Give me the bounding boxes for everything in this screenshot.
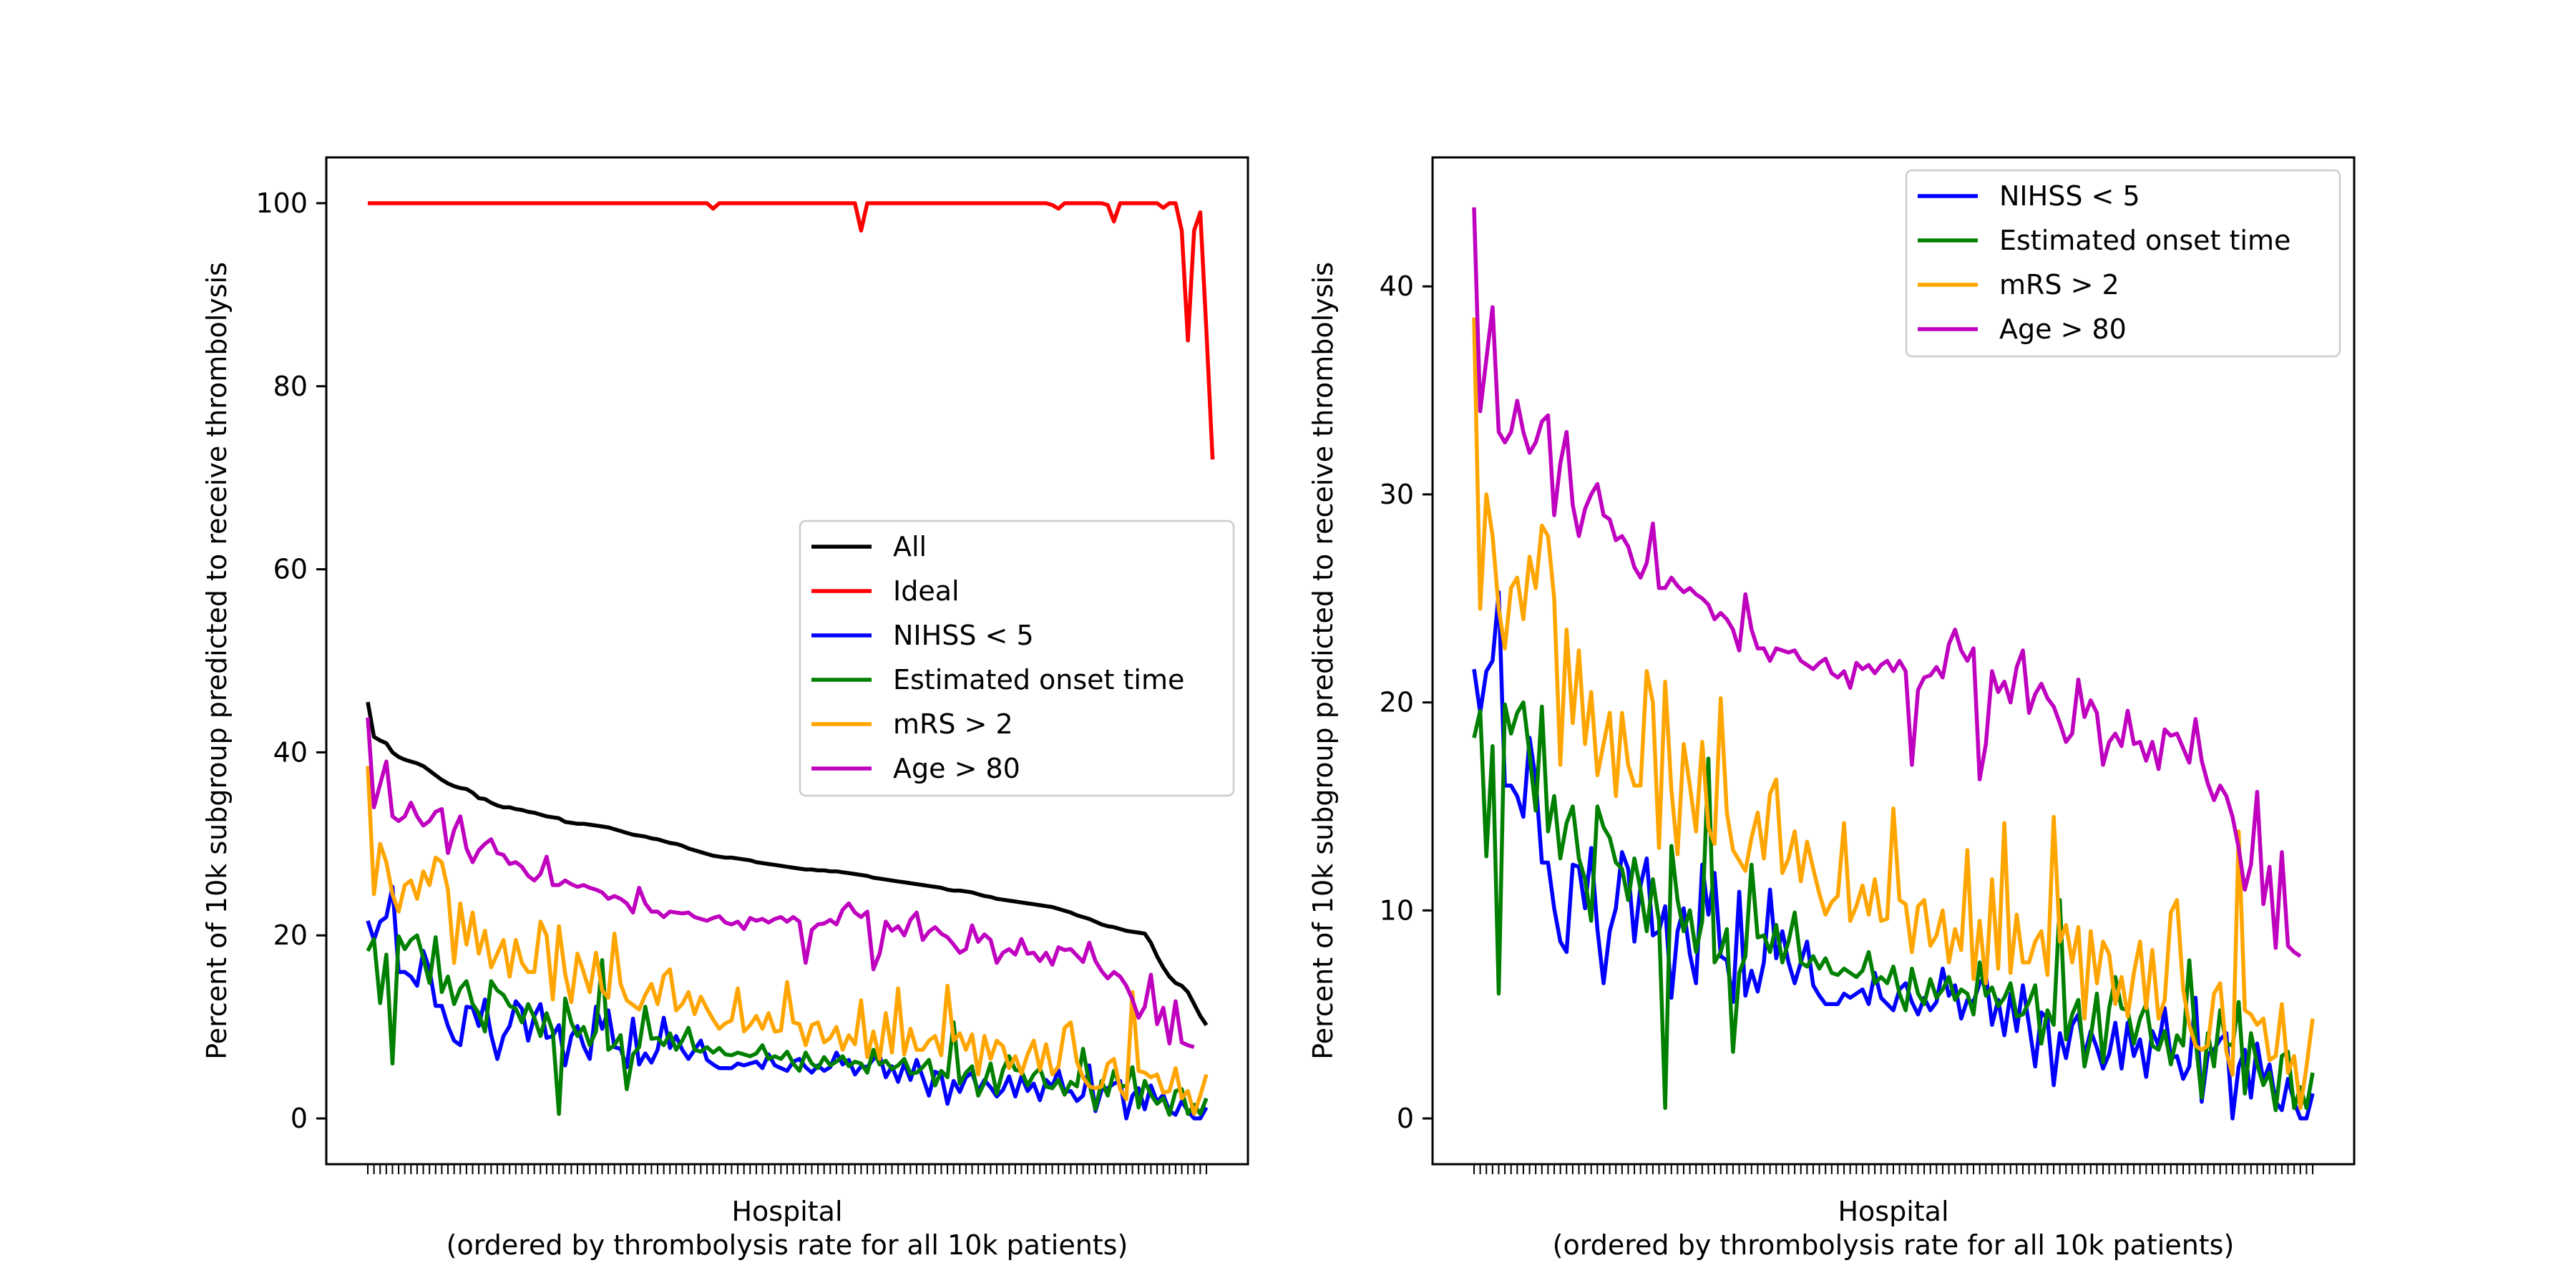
y-tick-label: 20 — [1380, 687, 1414, 718]
legend: All Ideal NIHSS < 5 Estimated onset time mRS… — [799, 519, 1235, 797]
y-tick-label: 60 — [273, 554, 308, 585]
x-axis-label: (ordered by thrombolysis rate for all 10… — [1553, 1229, 2235, 1261]
y-axis-label: Percent of 10k subgroup predicted to rec… — [1307, 262, 1339, 1060]
legend-label: mRS > 2 — [1999, 269, 2119, 301]
legend-label: NIHSS < 5 — [893, 620, 1034, 651]
legend-label: Age > 80 — [893, 753, 1020, 784]
legend-label: NIHSS < 5 — [1999, 180, 2140, 212]
y-tick-label: 80 — [273, 371, 308, 402]
series-line-mrs-2 — [366, 766, 1209, 1116]
legend-box — [1905, 169, 2341, 358]
legend-box — [799, 519, 1235, 797]
y-tick-label: 30 — [1380, 479, 1414, 510]
chart-panel-2: 0 10 20 30 40 Percent of 10k subgroup predict… — [1307, 156, 2356, 1261]
legend-label: Estimated onset time — [893, 664, 1184, 696]
x-axis-label: (ordered by thrombolysis rate for all 10… — [447, 1229, 1128, 1261]
series-line-age-80 — [1472, 207, 2302, 958]
y-tick-label: 40 — [273, 736, 308, 768]
y-tick-label: 10 — [1380, 894, 1414, 926]
chart-panel-1: 0 20 40 60 80 100 Percent of 10k subgroup pred… — [201, 156, 1249, 1261]
x-axis-label: Hospital — [731, 1196, 842, 1227]
y-axis-label: Percent of 10k subgroup predicted to rec… — [201, 262, 233, 1060]
y-tick-label: 100 — [255, 187, 308, 219]
legend-label: Ideal — [893, 575, 960, 607]
legend-label: All — [893, 531, 927, 562]
series-line-age-80 — [366, 717, 1195, 1049]
y-tick-label: 20 — [273, 919, 308, 951]
series-line-estimated-onset-time — [366, 933, 1209, 1117]
series-line-estimated-onset-time — [1472, 700, 2315, 1113]
legend: NIHSS < 5 Estimated onset time mRS > 2 Age … — [1905, 169, 2341, 358]
series-line-all — [366, 701, 1209, 1027]
y-tick-label: 0 — [1397, 1103, 1414, 1134]
legend-label: Estimated onset time — [1999, 225, 2290, 256]
series-line-ideal — [368, 201, 1215, 460]
y-tick-label: 0 — [291, 1103, 308, 1134]
series-line-mrs-2 — [1472, 317, 2315, 1111]
legend-label: Age > 80 — [1999, 313, 2127, 345]
x-axis-label: Hospital — [1838, 1196, 1948, 1227]
legend-label: mRS > 2 — [893, 708, 1013, 740]
y-tick-label: 40 — [1380, 270, 1414, 302]
